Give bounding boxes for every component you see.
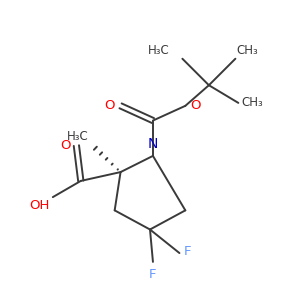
Text: OH: OH xyxy=(29,199,50,212)
Text: CH₃: CH₃ xyxy=(237,44,259,57)
Text: F: F xyxy=(149,268,157,281)
Text: CH₃: CH₃ xyxy=(241,96,263,110)
Text: F: F xyxy=(184,245,191,258)
Text: O: O xyxy=(60,139,70,152)
Text: H₃C: H₃C xyxy=(66,130,88,142)
Text: O: O xyxy=(190,99,200,112)
Text: N: N xyxy=(148,137,158,152)
Text: O: O xyxy=(104,99,115,112)
Text: H₃C: H₃C xyxy=(147,44,169,57)
